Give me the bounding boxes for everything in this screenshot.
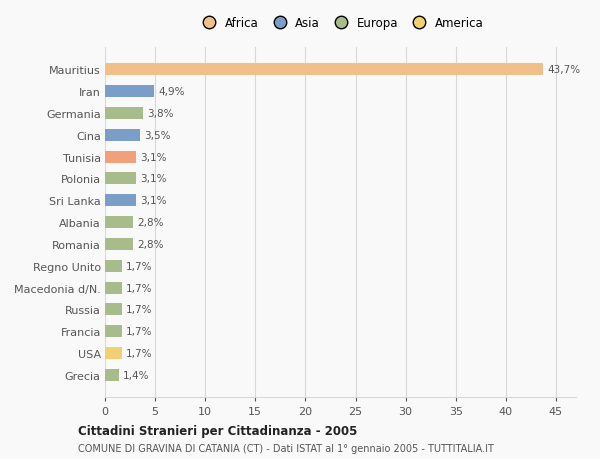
Bar <box>105 195 136 207</box>
Text: 1,7%: 1,7% <box>126 305 152 315</box>
Text: 3,8%: 3,8% <box>147 109 173 118</box>
Text: 2,8%: 2,8% <box>137 218 164 228</box>
Text: COMUNE DI GRAVINA DI CATANIA (CT) - Dati ISTAT al 1° gennaio 2005 - TUTTITALIA.I: COMUNE DI GRAVINA DI CATANIA (CT) - Dati… <box>78 443 494 453</box>
Text: 1,4%: 1,4% <box>123 370 149 380</box>
Text: 43,7%: 43,7% <box>547 65 580 75</box>
Bar <box>105 86 154 98</box>
Bar <box>105 64 543 76</box>
Text: 3,1%: 3,1% <box>140 152 167 162</box>
Text: 1,7%: 1,7% <box>126 283 152 293</box>
Bar <box>105 369 119 381</box>
Bar <box>105 151 136 163</box>
Bar <box>105 129 140 141</box>
Bar <box>105 282 122 294</box>
Text: 1,7%: 1,7% <box>126 327 152 336</box>
Bar <box>105 217 133 229</box>
Bar <box>105 260 122 272</box>
Bar <box>105 238 133 251</box>
Text: 3,1%: 3,1% <box>140 196 167 206</box>
Text: 2,8%: 2,8% <box>137 240 164 249</box>
Text: Cittadini Stranieri per Cittadinanza - 2005: Cittadini Stranieri per Cittadinanza - 2… <box>78 424 358 437</box>
Bar <box>105 325 122 337</box>
Text: 3,5%: 3,5% <box>144 130 170 140</box>
Bar <box>105 173 136 185</box>
Bar <box>105 347 122 359</box>
Text: 1,7%: 1,7% <box>126 261 152 271</box>
Text: 1,7%: 1,7% <box>126 348 152 358</box>
Text: 3,1%: 3,1% <box>140 174 167 184</box>
Bar <box>105 108 143 120</box>
Text: 4,9%: 4,9% <box>158 87 185 97</box>
Legend: Africa, Asia, Europa, America: Africa, Asia, Europa, America <box>193 12 488 34</box>
Bar <box>105 304 122 316</box>
